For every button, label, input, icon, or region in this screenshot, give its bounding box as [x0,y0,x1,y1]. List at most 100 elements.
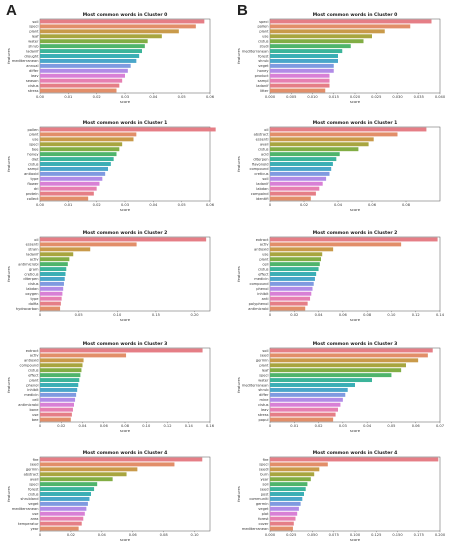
y-axis-label: features [236,377,241,393]
panel-label-a: A [6,2,17,19]
tick-label-abstract: abstract [254,133,269,137]
bar-speci [270,19,432,24]
tick-label-seedl: seedl [259,468,269,472]
tick-label-type: type [30,177,39,181]
chart-panel-4: Most common words in Cluster 4 fireseedge… [6,450,211,542]
bar-cistus [40,492,91,496]
tick-label-plant: plant [29,133,39,137]
bar-anti [270,296,311,301]
chart-panel-5: Most common words in Cluster 0 specipolle… [236,12,446,104]
x-tick-label: 0.02 [315,424,323,428]
tick-label-use: use [32,413,39,417]
bar-drought [40,54,140,58]
bar-oxygen [40,291,63,296]
tick-label-soil: soil [262,482,268,486]
bar-shrub [270,58,338,63]
tick-label-oil: oil [264,128,268,132]
x-axis-label: score [120,537,131,542]
bar-germin [270,358,419,363]
bar-cistus [40,281,64,286]
tick-label-medicin: medicin [24,393,38,397]
bar-type [40,176,103,181]
bar-extract [40,348,203,353]
bar-ladanif [270,181,323,186]
bar-mediterranean [270,526,293,531]
bar-activ [270,242,402,247]
bar-cell [40,397,76,402]
chart-title: Most common words in Cluster 2 [313,230,398,236]
x-axis-label: score [120,317,131,322]
x-tick-label: 0.06 [206,203,215,207]
bar-flower [40,181,100,186]
tick-label-bone: bone [30,408,40,412]
bar-leaf [270,368,402,373]
tick-label-dri: dri [34,187,39,191]
bar-acid [270,152,340,157]
tick-label-leaf: leaf [32,35,39,39]
bar-mediterranean [270,49,343,54]
bar-post [270,492,304,496]
bar-differ [270,392,346,397]
tick-label-leav: leav [261,408,269,412]
chart-title: Most common words in Cluster 4 [83,450,168,456]
bar-hydrocarbon [40,306,61,311]
bar-germin [40,467,138,472]
bar-product [270,73,330,78]
bar-plot [270,511,298,516]
bar-sampl [40,166,108,171]
tick-label-germin: germin [256,359,269,363]
bar-inhibit [40,387,78,392]
tick-label-bee: bee [32,148,39,152]
tick-label-diterpen: diterpen [23,277,38,281]
bar-flavonoid [270,162,333,166]
bar-abstract [270,132,398,137]
tick-label-year: year [260,478,269,482]
bar-veget [270,63,334,68]
tick-label-popul: popul [258,418,268,422]
tick-label-mine: mine [260,398,270,402]
tick-label-ladanif: ladanif [256,182,269,186]
bar-soil [270,348,433,353]
chart-title: Most common words in Cluster 0 [313,12,398,18]
bar-plant [270,29,385,34]
tick-label-shrub: shrub [258,59,269,63]
x-tick-label: 0 [269,313,272,317]
bar-oil [40,237,207,242]
x-tick-label: 0.08 [363,313,372,317]
bar-cistus [270,39,364,44]
x-tick-label: 0.14 [436,313,445,317]
tick-label-post: post [261,492,269,496]
tick-label-shrub: shrub [28,44,39,48]
bar-soil [270,482,308,487]
tick-label-cistus: cistus [258,40,269,44]
tick-label-anti: anti [262,297,269,301]
bar-season [40,78,123,83]
x-axis-label: score [350,207,361,212]
bar-studi [270,44,351,49]
bar-sampl [270,78,330,83]
x-tick-label: 0.01 [64,203,72,207]
tick-label-avail: avail [30,478,39,482]
bar-phenol [40,383,79,387]
tick-label-plant: plant [259,258,269,262]
bar-mine [270,397,343,402]
tick-label-differ: differ [259,393,269,397]
bar-soil [40,19,205,24]
tick-label-temperatur: temperatur [18,522,39,526]
bar-shrubland [40,496,90,501]
x-tick-label: 0.08 [121,424,130,428]
tick-label-cistus: cistus [28,282,39,286]
tick-label-cell: cell [262,262,268,266]
x-tick-label: 0.04 [78,424,87,428]
tick-label-veget: veget [258,64,269,68]
tick-label-stress: stress [258,413,269,417]
bar-communiti [270,496,303,501]
x-tick-label: 0 [39,313,42,317]
y-axis-label: features [6,266,11,282]
x-tick-label: 0.02 [93,95,101,99]
bar-antimicrobi [40,262,68,267]
bar-use [40,511,85,516]
tick-label-identifi: identifi [256,197,268,201]
bar-labdan [40,286,64,291]
